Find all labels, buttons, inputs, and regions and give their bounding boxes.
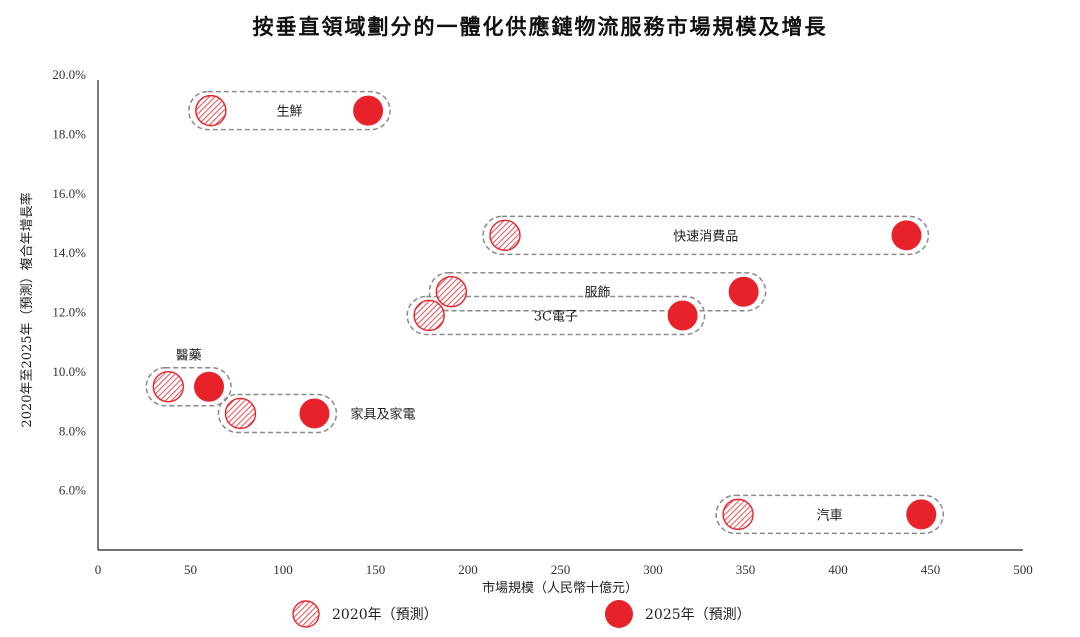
y-tick-label: 6.0%	[59, 483, 86, 498]
y-axis-label: 2020年至2025年（預測）複合年增長率	[19, 192, 35, 427]
segment-label: 汽車	[817, 508, 843, 523]
segment-capsule	[428, 271, 767, 312]
legend-label-2025: 2025年（預測）	[645, 607, 751, 623]
x-tick-label: 0	[95, 562, 102, 577]
point-2020	[435, 276, 468, 308]
point-2025	[194, 371, 224, 402]
legend-label-2020: 2020年（預測）	[332, 607, 438, 623]
segment-label: 生鮮	[276, 105, 302, 120]
point-2025	[667, 300, 698, 331]
x-axis-label: 市場規模（人民幣十億元）	[482, 580, 638, 596]
data-points	[152, 94, 937, 531]
segment-capsules	[145, 90, 944, 535]
legend: 2020年（預測） 2025年（預測）	[292, 600, 751, 628]
x-tick-labels: 0 50 100 150 200 250 300 350 400 450 500	[95, 562, 1033, 577]
segment-capsule	[482, 215, 930, 256]
x-tick-label: 50	[184, 562, 197, 577]
point-2025	[299, 398, 330, 429]
x-tick-label: 150	[366, 562, 386, 577]
point-2020	[413, 299, 445, 332]
y-tick-label: 18.0%	[52, 126, 86, 141]
x-tick-label: 250	[551, 562, 571, 577]
point-2020	[152, 371, 185, 403]
x-tick-label: 450	[921, 562, 941, 577]
point-2020	[224, 397, 257, 430]
x-tick-label: 350	[736, 562, 756, 577]
y-tick-label: 14.0%	[52, 245, 86, 260]
segment-label: 服飾	[584, 286, 610, 301]
point-2025	[906, 499, 937, 530]
y-tick-label: 12.0%	[52, 305, 86, 320]
segment-label: 3C電子	[534, 309, 578, 324]
segment-capsule	[406, 295, 706, 336]
segment-capsule	[188, 90, 391, 131]
y-tick-label: 20.0%	[52, 67, 86, 82]
point-2025	[891, 220, 922, 251]
segment-capsule	[715, 494, 944, 535]
point-2025	[728, 276, 759, 307]
segment-label: 快速消費品	[673, 229, 738, 244]
x-tick-label: 400	[828, 562, 848, 577]
y-tick-label: 16.0%	[52, 186, 86, 201]
segment-label: 家具及家電	[350, 406, 415, 422]
y-tick-label: 10.0%	[52, 364, 86, 379]
point-2025	[353, 95, 384, 126]
legend-marker-2020	[292, 600, 320, 628]
segment-capsule	[145, 366, 232, 407]
x-tick-label: 100	[273, 562, 293, 577]
y-tick-labels: 6.0% 8.0% 10.0% 12.0% 14.0% 16.0% 18.0% 20.0%	[52, 67, 86, 498]
segment-capsule	[217, 393, 338, 434]
point-2020	[722, 498, 754, 531]
x-tick-label: 500	[1013, 562, 1033, 577]
point-2020	[195, 94, 227, 127]
x-tick-label: 300	[643, 562, 663, 577]
point-2020	[489, 219, 521, 252]
y-tick-label: 8.0%	[59, 423, 86, 438]
chart-title: 按垂直領域劃分的一體化供應鏈物流服務市場規模及增長	[253, 14, 828, 39]
x-tick-label: 200	[458, 562, 478, 577]
axes	[97, 80, 1023, 551]
legend-marker-2025	[605, 600, 633, 628]
segment-label: 醫藥	[176, 349, 202, 364]
